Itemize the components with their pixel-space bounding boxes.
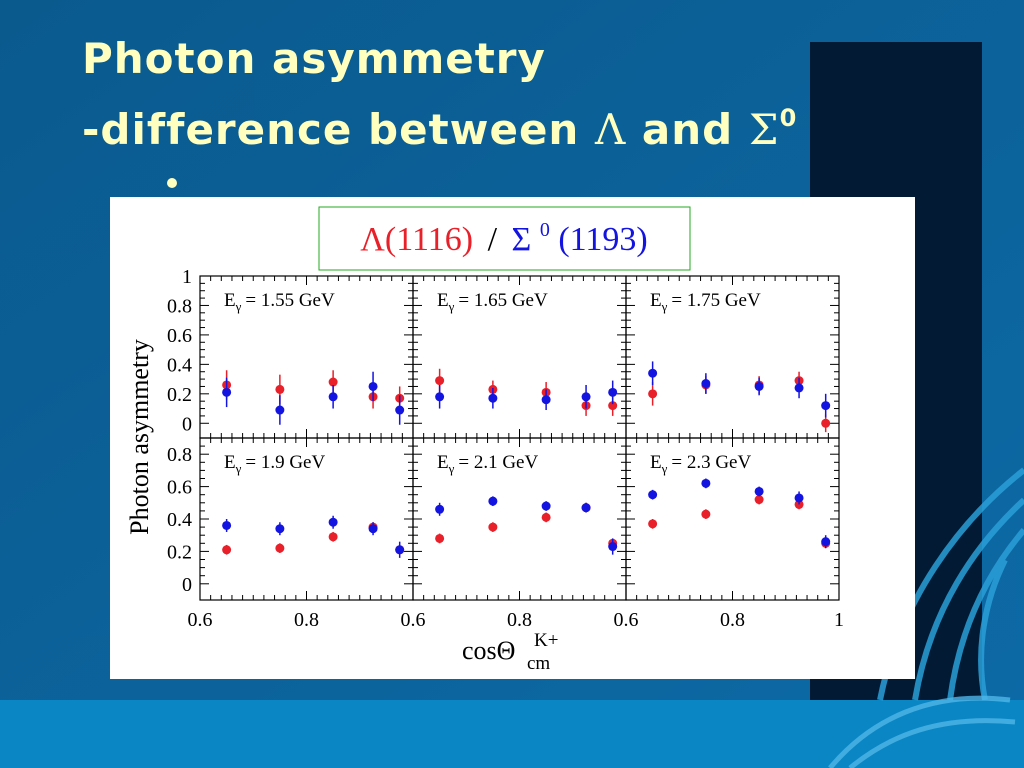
sigma-point <box>608 542 618 552</box>
x-axis-label-superscript: K+ <box>534 630 558 651</box>
sigma-point <box>701 379 711 389</box>
legend-separator: / <box>488 221 498 258</box>
sigma-point <box>754 486 764 496</box>
y-tick-label: 0.4 <box>167 354 192 376</box>
figure-panel: Λ(1116) / Σ 0 (1193) Eγ = 1.55 GeV Eγ = 1.6… <box>110 197 915 679</box>
y-tick-label: 0 <box>182 413 192 435</box>
panel-label: Eγ = 2.1 GeV <box>437 452 538 476</box>
title-sigma-symbol: Σ <box>748 105 780 154</box>
sigma-point <box>648 490 658 500</box>
panel-label: Eγ = 1.65 GeV <box>437 290 548 314</box>
x-tick-label: 0.6 <box>188 609 213 631</box>
lambda-point <box>608 401 618 411</box>
title-prefix: -difference between <box>82 105 580 154</box>
sigma-point <box>794 493 804 503</box>
x-axis-label: cosΘ <box>462 636 515 665</box>
legend-sigma-superscript: 0 <box>540 219 550 241</box>
y-axis-label: Photon asymmetry <box>125 339 154 535</box>
sigma-point <box>608 387 618 397</box>
sigma-point <box>395 405 405 415</box>
panel-label: Eγ = 1.75 GeV <box>650 290 761 314</box>
legend-sigma: Σ <box>512 221 532 258</box>
panel-label: Eγ = 1.55 GeV <box>224 290 335 314</box>
lambda-point <box>701 509 711 519</box>
y-tick-label: 0.2 <box>167 384 192 406</box>
x-axis-label-subscript: cm <box>527 653 550 674</box>
sigma-point <box>368 524 378 534</box>
legend-lambda: Λ(1116) <box>360 221 473 258</box>
y-tick-label: 1 <box>182 266 192 288</box>
panel-label: Eγ = 1.9 GeV <box>224 452 325 476</box>
y-tick-label: 0.2 <box>167 541 192 563</box>
plot-grid: Eγ = 1.55 GeV Eγ = 1.65 GeV Eγ = 1.75 GeV Eγ = … <box>167 266 844 631</box>
x-tick-label: 0.8 <box>294 609 319 631</box>
legend-text: Λ(1116) / Σ 0 (1193) <box>360 207 647 258</box>
title-lambda-symbol: Λ <box>594 105 627 154</box>
sigma-point <box>435 504 445 514</box>
sigma-point <box>488 496 498 506</box>
sigma-point <box>701 478 711 488</box>
title-and: and <box>641 105 734 154</box>
lambda-point <box>821 418 831 428</box>
lambda-point <box>328 377 338 387</box>
sigma-point <box>395 545 405 555</box>
sigma-point <box>368 381 378 391</box>
lambda-point <box>488 522 498 532</box>
bottom-band <box>0 700 1024 768</box>
sigma-point <box>275 405 285 415</box>
sigma-point <box>541 501 551 511</box>
sigma-point <box>581 503 591 513</box>
y-tick-label: 0.8 <box>167 295 192 317</box>
y-tick-label: 0 <box>182 574 192 596</box>
x-tick-label: 0.8 <box>507 609 532 631</box>
y-tick-label: 0.6 <box>167 325 192 347</box>
legend-sigma-mass: (1193) <box>558 221 647 258</box>
y-tick-label: 0.4 <box>167 509 192 531</box>
slide-title-line1: Photon asymmetry <box>82 34 546 83</box>
sigma-point <box>794 383 804 393</box>
y-tick-label: 0.6 <box>167 477 192 499</box>
sigma-point <box>648 368 658 378</box>
legend-box <box>318 206 691 271</box>
lambda-point <box>435 376 445 386</box>
title-sigma-superscript: 0 <box>779 104 798 132</box>
sigma-point <box>435 392 445 402</box>
x-tick-label: 0.8 <box>720 609 745 631</box>
sigma-point <box>328 517 338 527</box>
sigma-point <box>754 381 764 391</box>
sigma-point <box>222 520 232 530</box>
lambda-point <box>275 384 285 394</box>
x-tick-label: 0.6 <box>614 609 639 631</box>
lambda-point <box>328 532 338 542</box>
decorative-leaf-icon-lower <box>828 695 1016 768</box>
sigma-point <box>821 537 831 547</box>
sigma-point <box>222 387 232 397</box>
lambda-point <box>648 389 658 399</box>
photon-asymmetry-chart: Λ(1116) / Σ 0 (1193) Eγ = 1.55 GeV Eγ = 1.6… <box>125 206 844 674</box>
lambda-point <box>275 543 285 553</box>
panel-label: Eγ = 2.3 GeV <box>650 452 751 476</box>
y-tick-label: 0.8 <box>167 444 192 466</box>
lambda-point <box>222 545 232 555</box>
lambda-point <box>435 533 445 543</box>
x-tick-label: 0.6 <box>401 609 426 631</box>
sigma-point <box>581 392 591 402</box>
lambda-point <box>754 495 764 505</box>
x-tick-label: 1 <box>834 609 844 631</box>
sigma-point <box>541 395 551 405</box>
sigma-point <box>275 524 285 534</box>
sigma-point <box>821 401 831 411</box>
sigma-point <box>488 393 498 403</box>
sigma-point <box>328 392 338 402</box>
slide-title-line2: -difference between Λ and Σ0 <box>82 104 797 154</box>
lambda-point <box>648 519 658 529</box>
bullet-dot <box>167 178 177 188</box>
lambda-point <box>541 512 551 522</box>
